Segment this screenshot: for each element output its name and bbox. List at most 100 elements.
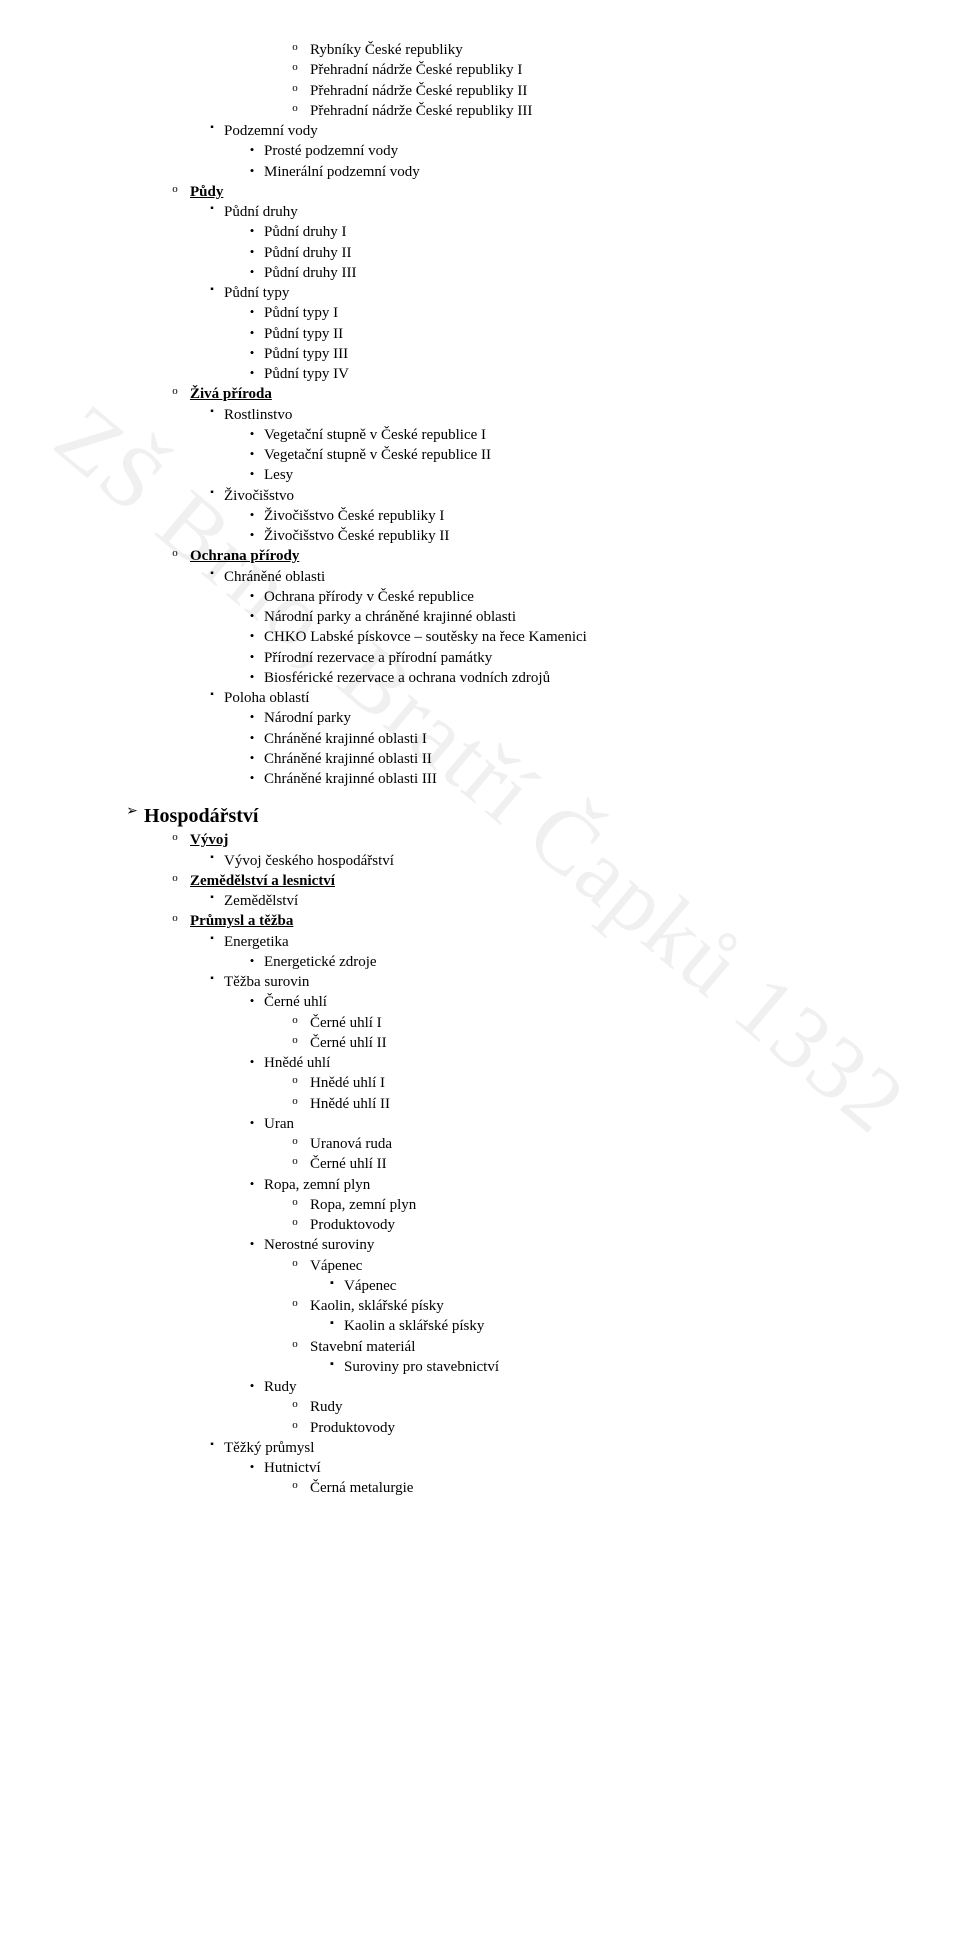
list-item: ▪Chráněné oblasti	[80, 567, 900, 587]
list-item: oKaolin, sklářské písky	[80, 1296, 900, 1316]
list-item: oŽivá příroda	[80, 384, 900, 404]
list-item: oRybníky České republiky	[80, 40, 900, 60]
list-item: oHnědé uhlí I	[80, 1073, 900, 1093]
list-item: ➢Hospodářství	[80, 803, 900, 830]
disc-icon: •	[240, 506, 264, 524]
list-item: ▪Těžký průmysl	[80, 1438, 900, 1458]
list-item: •Vegetační stupně v České republice II	[80, 445, 900, 465]
disc-icon: •	[240, 1053, 264, 1071]
list-item: ▪Těžba surovin	[80, 972, 900, 992]
circle-icon: o	[280, 1397, 310, 1412]
list-item: oRopa, zemní plyn	[80, 1195, 900, 1215]
item-text: Chráněné oblasti	[224, 567, 900, 587]
list-item: oRudy	[80, 1397, 900, 1417]
circle-icon: o	[280, 1073, 310, 1088]
disc-icon: •	[240, 1458, 264, 1476]
disc-icon: •	[240, 708, 264, 726]
list-item: •Národní parky	[80, 708, 900, 728]
square-icon: ▪	[200, 851, 224, 865]
list-item: •Biosférické rezervace a ochrana vodních…	[80, 668, 900, 688]
circle-icon: o	[280, 1134, 310, 1149]
item-text: Zemědělství a lesnictví	[190, 871, 900, 891]
list-item: oVápenec	[80, 1256, 900, 1276]
list-item: oPřehradní nádrže České republiky II	[80, 81, 900, 101]
disc-icon: •	[240, 1377, 264, 1395]
disc-icon: •	[240, 445, 264, 463]
disc-icon: •	[240, 729, 264, 747]
item-text: Národní parky a chráněné krajinné oblast…	[264, 607, 900, 627]
item-text: Přehradní nádrže České republiky I	[310, 60, 900, 80]
circle-icon: o	[160, 182, 190, 197]
disc-icon: •	[240, 303, 264, 321]
square-icon: ▪	[200, 567, 224, 581]
list-item: oČerné uhlí II	[80, 1154, 900, 1174]
list-item: ▪Energetika	[80, 932, 900, 952]
square-icon: ▪	[320, 1316, 344, 1331]
list-item: •Minerální podzemní vody	[80, 162, 900, 182]
item-text: Lesy	[264, 465, 900, 485]
item-text: Chráněné krajinné oblasti III	[264, 769, 900, 789]
square-icon: ▪	[200, 202, 224, 216]
item-text: Černé uhlí I	[310, 1013, 900, 1033]
disc-icon: •	[240, 526, 264, 544]
disc-icon: •	[240, 222, 264, 240]
item-text: Půdní typy	[224, 283, 900, 303]
item-text: Těžký průmysl	[224, 1438, 900, 1458]
disc-icon: •	[240, 607, 264, 625]
list-item: ▪Kaolin a sklářské písky	[80, 1316, 900, 1336]
item-text: Živočišstvo České republiky I	[264, 506, 900, 526]
item-text: Vegetační stupně v České republice II	[264, 445, 900, 465]
disc-icon: •	[240, 1235, 264, 1253]
list-item: •Nerostné suroviny	[80, 1235, 900, 1255]
circle-icon: o	[160, 871, 190, 886]
circle-icon: o	[160, 384, 190, 399]
item-text: Těžba surovin	[224, 972, 900, 992]
disc-icon: •	[240, 668, 264, 686]
circle-icon: o	[280, 1296, 310, 1311]
list-item: oStavební materiál	[80, 1337, 900, 1357]
item-text: CHKO Labské pískovce – soutěsky na řece …	[264, 627, 900, 647]
circle-icon: o	[160, 911, 190, 926]
list-item: •Půdní typy IV	[80, 364, 900, 384]
item-text: Stavební materiál	[310, 1337, 900, 1357]
item-text: Půdní typy I	[264, 303, 900, 323]
list-item: ▪Vápenec	[80, 1276, 900, 1296]
item-text: Černé uhlí	[264, 992, 900, 1012]
list-item: ▪Živočišstvo	[80, 486, 900, 506]
list-item: •Půdní druhy II	[80, 243, 900, 263]
item-text: Ropa, zemní plyn	[264, 1175, 900, 1195]
list-item: oProduktovody	[80, 1418, 900, 1438]
list-item: •Živočišstvo České republiky I	[80, 506, 900, 526]
circle-icon: o	[280, 40, 310, 55]
circle-icon: o	[280, 60, 310, 75]
list-item: oHnědé uhlí II	[80, 1094, 900, 1114]
disc-icon: •	[240, 587, 264, 605]
section-title: Hospodářství	[144, 803, 900, 830]
square-icon: ▪	[200, 932, 224, 946]
disc-icon: •	[240, 324, 264, 342]
disc-icon: •	[240, 243, 264, 261]
item-text: Energetika	[224, 932, 900, 952]
list-item: oPůdy	[80, 182, 900, 202]
list-item: •Uran	[80, 1114, 900, 1134]
item-text: Kaolin, sklářské písky	[310, 1296, 900, 1316]
item-text: Suroviny pro stavebnictví	[344, 1357, 900, 1377]
item-text: Černé uhlí II	[310, 1033, 900, 1053]
item-text: Živočišstvo České republiky II	[264, 526, 900, 546]
disc-icon: •	[240, 364, 264, 382]
list-item: •Půdní typy II	[80, 324, 900, 344]
disc-icon: •	[240, 749, 264, 767]
list-item: ▪Půdní druhy	[80, 202, 900, 222]
circle-icon: o	[280, 1337, 310, 1352]
disc-icon: •	[240, 1175, 264, 1193]
item-text: Biosférické rezervace a ochrana vodních …	[264, 668, 900, 688]
square-icon: ▪	[200, 688, 224, 702]
item-text: Rudy	[264, 1377, 900, 1397]
item-text: Chráněné krajinné oblasti II	[264, 749, 900, 769]
item-text: Hnědé uhlí II	[310, 1094, 900, 1114]
list-item: oOchrana přírody	[80, 546, 900, 566]
list-item: •Přírodní rezervace a přírodní památky	[80, 648, 900, 668]
list-item: •Černé uhlí	[80, 992, 900, 1012]
item-text: Národní parky	[264, 708, 900, 728]
disc-icon: •	[240, 1114, 264, 1132]
